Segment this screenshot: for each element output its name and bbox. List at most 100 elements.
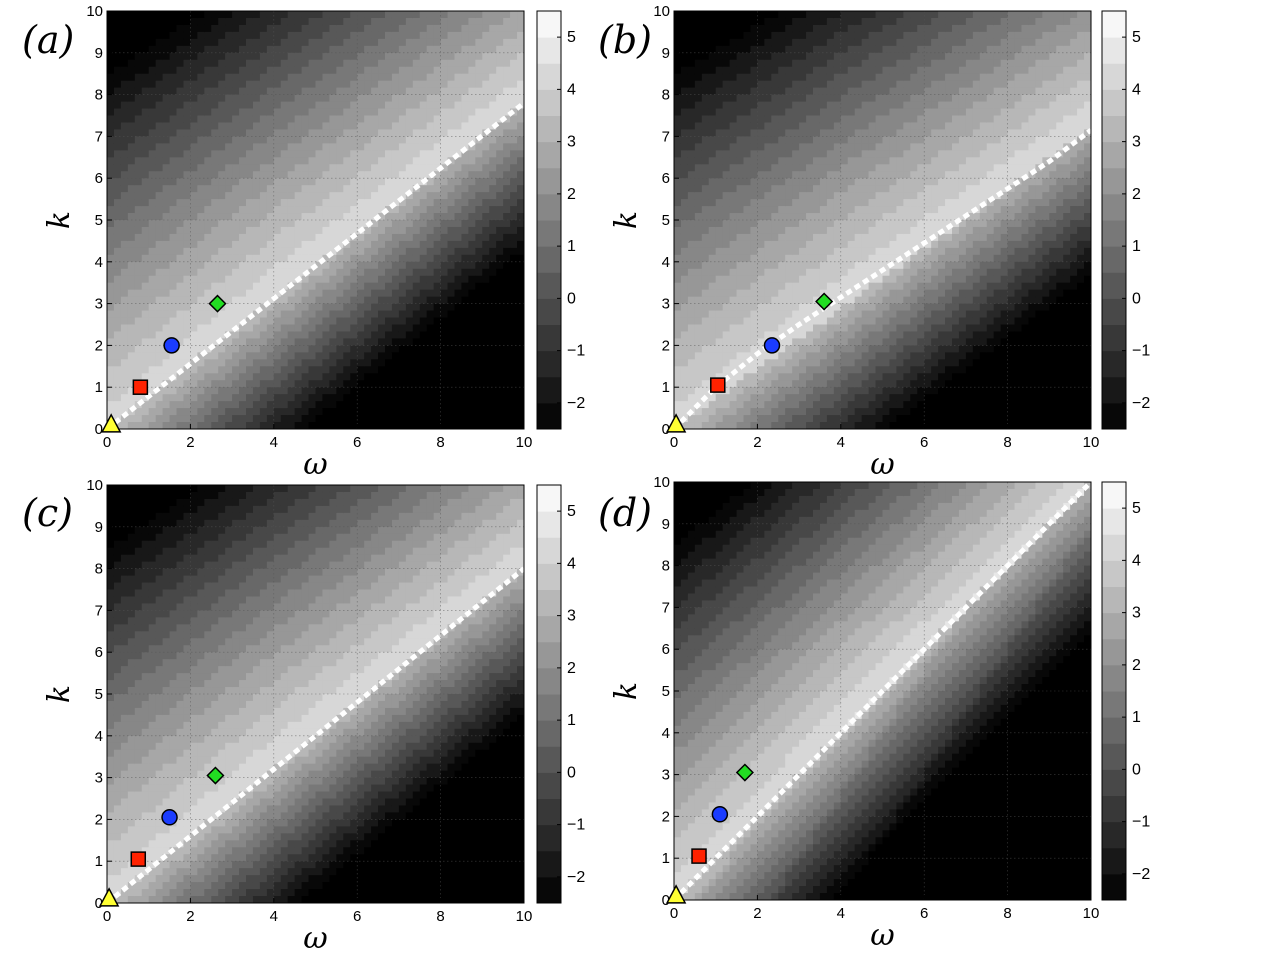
contour-cell (343, 240, 351, 249)
contour-cell (482, 310, 490, 319)
contour-cell (183, 122, 191, 131)
contour-cell (218, 331, 226, 340)
contour-cell (792, 254, 800, 263)
contour-cell (750, 401, 758, 409)
contour-cell (440, 310, 449, 319)
contour-cell (134, 282, 143, 291)
contour-cell (806, 345, 814, 353)
contour-cell (315, 408, 324, 416)
contour-cell (729, 282, 738, 291)
contour-cell (155, 282, 164, 291)
contour-cell (378, 66, 386, 75)
contour-cell (176, 268, 185, 277)
contour-cell (211, 254, 219, 263)
contour-cell (503, 143, 511, 151)
contour-cell (252, 45, 261, 54)
contour-cell (489, 352, 497, 360)
contour-cell (385, 11, 393, 19)
contour-cell (364, 80, 372, 89)
contour-cell (225, 164, 233, 172)
contour-cell (447, 157, 456, 165)
contour-cell (259, 171, 268, 179)
contour-cell (378, 143, 386, 151)
contour-cell (197, 289, 205, 298)
contour-cell (197, 11, 205, 19)
contour-cell (405, 213, 414, 221)
contour-cell (715, 359, 724, 367)
contour-cell (757, 143, 765, 151)
contour-cell (482, 401, 490, 409)
contour-cell (120, 268, 129, 277)
contour-cell (806, 282, 814, 291)
contour-cell (287, 317, 296, 326)
contour-cell (447, 213, 456, 221)
contour-cell (190, 415, 198, 423)
contour-cell (266, 422, 275, 429)
contour-cell (729, 115, 738, 124)
contour-cell (743, 136, 752, 144)
contour-cell (162, 296, 171, 305)
contour-cell (708, 331, 717, 340)
contour-cell (764, 185, 772, 193)
contour-cell (148, 171, 157, 179)
contour-cell (259, 17, 268, 26)
contour-cell (280, 359, 289, 367)
contour-cell (729, 192, 738, 200)
contour-cell (433, 45, 442, 54)
contour-cell (799, 247, 807, 256)
contour-cell (155, 220, 164, 228)
contour-cell (510, 199, 518, 207)
contour-cell (308, 178, 317, 186)
contour-cell (232, 240, 240, 249)
contour-cell (757, 80, 765, 89)
contour-cell (155, 185, 164, 193)
contour-cell (280, 178, 289, 186)
contour-cell (287, 303, 296, 312)
contour-cell (687, 59, 696, 68)
contour-cell (259, 373, 268, 381)
contour-cell (155, 275, 164, 284)
contour-cell (120, 415, 129, 423)
contour-cell (722, 143, 731, 151)
contour-cell (736, 254, 745, 263)
contour-cell (183, 296, 191, 305)
contour-cell (301, 394, 310, 402)
contour-cell (141, 422, 150, 429)
contour-cell (343, 171, 351, 179)
contour-cell (162, 240, 171, 249)
contour-cell (454, 185, 463, 193)
contour-cell (301, 66, 310, 75)
contour-cell (701, 206, 710, 214)
contour-cell (792, 380, 800, 388)
contour-cell (218, 366, 226, 374)
contour-cell (419, 415, 428, 423)
contour-cell (378, 233, 386, 242)
contour-cell (259, 387, 268, 395)
contour-cell (489, 373, 497, 381)
contour-cell (398, 359, 407, 367)
contour-cell (447, 206, 456, 214)
contour-cell (468, 80, 476, 89)
contour-cell (475, 303, 483, 312)
contour-cell (736, 157, 745, 165)
contour-cell (743, 59, 752, 68)
contour-cell (687, 11, 696, 19)
contour-cell (503, 366, 511, 374)
contour-cell (680, 289, 689, 298)
contour-cell (218, 261, 226, 270)
contour-cell (510, 213, 518, 221)
contour-cell (475, 11, 483, 19)
contour-cell (475, 310, 483, 319)
contour-cell (294, 178, 303, 186)
contour-cell (190, 345, 198, 353)
contour-cell (799, 268, 807, 277)
contour-cell (447, 87, 456, 96)
contour-cell (447, 317, 456, 326)
contour-cell (204, 101, 212, 110)
contour-cell (743, 185, 752, 193)
contour-cell (287, 11, 296, 19)
contour-cell (729, 73, 738, 82)
contour-cell (461, 17, 469, 26)
contour-cell (343, 345, 351, 353)
contour-cell (190, 185, 198, 193)
